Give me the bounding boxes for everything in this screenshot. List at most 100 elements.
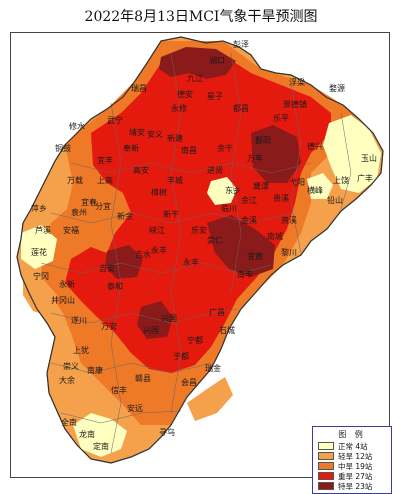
- zone-mild-west: [23, 277, 57, 317]
- place-label: 永新: [59, 279, 75, 289]
- zone-normal-southwest: [21, 225, 57, 269]
- place-label: 大余: [59, 375, 75, 385]
- legend-label: 重旱 27站: [338, 472, 373, 481]
- place-label: 宜丰: [97, 155, 113, 165]
- place-label: 永丰: [183, 257, 199, 267]
- place-label: 石城: [219, 326, 235, 335]
- legend-item-normal: 正常 4站: [318, 442, 390, 451]
- place-labels: 彭泽 湖口 九江 瑞昌 武宁 修水 永修 德安 星子 都昌 浮梁 景德镇 婺源 …: [31, 39, 377, 451]
- place-label: 宜黄: [247, 251, 263, 261]
- place-label: 金溪: [241, 215, 257, 225]
- place-label: 上饶: [333, 175, 349, 185]
- place-label: 全南: [61, 417, 77, 427]
- place-label: 万载: [67, 175, 83, 185]
- place-label: 德兴: [307, 141, 323, 151]
- place-label: 樟树: [151, 187, 167, 197]
- zone-normal-center: [207, 177, 237, 205]
- place-label: 高安: [133, 165, 149, 175]
- place-label: 信丰: [111, 385, 127, 395]
- legend-label: 轻旱 12站: [338, 452, 373, 461]
- place-label: 赣县: [135, 373, 151, 383]
- zone-extreme-south: [137, 301, 173, 339]
- place-label: 黎川: [281, 247, 297, 257]
- place-label: 上高: [97, 175, 113, 185]
- legend-title: 图 例: [338, 430, 366, 439]
- place-label: 南昌: [181, 145, 197, 155]
- place-label: 井冈山: [51, 295, 75, 305]
- drought-map: 彭泽 湖口 九江 瑞昌 武宁 修水 永修 德安 星子 都昌 浮梁 景德镇 婺源 …: [16, 36, 384, 464]
- legend-item-extreme: 特旱 23站: [318, 482, 390, 491]
- map-legend: 图 例 正常 4站 轻旱 12站 中旱 19站 重旱 27站 特旱 23站: [312, 426, 392, 494]
- place-label: 南城: [267, 231, 283, 241]
- place-label: 新建: [167, 133, 183, 143]
- map-frame: 彭泽 湖口 九江 瑞昌 武宁 修水 永修 德安 星子 都昌 浮梁 景德镇 婺源 …: [10, 32, 392, 494]
- place-label: 修水: [69, 121, 85, 131]
- place-label: 鄱阳: [255, 136, 271, 145]
- place-label: 永修: [171, 103, 187, 113]
- place-label: 广昌: [209, 307, 225, 317]
- legend-item-moderate: 中旱 19站: [318, 462, 390, 471]
- place-label: 余干: [217, 143, 233, 153]
- place-label: 宁冈: [33, 271, 49, 281]
- legend-label: 中旱 19站: [338, 462, 373, 471]
- place-label: 乐平: [273, 113, 289, 123]
- place-label: 鹰潭: [253, 181, 269, 191]
- zone-normal-northeast: [323, 115, 381, 193]
- legend-item-light: 轻旱 12站: [318, 452, 390, 461]
- place-label: 浮梁: [289, 77, 305, 87]
- place-label: 南丰: [237, 269, 253, 279]
- place-label: 都昌: [233, 104, 249, 113]
- place-label: 景德镇: [283, 99, 307, 109]
- place-label: 星子: [207, 92, 223, 101]
- place-label: 瑞昌: [131, 83, 147, 93]
- place-label: 安义: [147, 129, 163, 139]
- zone-mild-southeast: [187, 377, 233, 421]
- place-label: 横峰: [307, 185, 323, 195]
- place-label: 新余: [117, 211, 133, 221]
- zone-extreme-north: [159, 47, 236, 79]
- place-label: 铅山: [327, 195, 343, 205]
- place-label: 铜鼓: [55, 143, 71, 153]
- place-label: 峡江: [149, 225, 165, 235]
- legend-label: 特旱 23站: [338, 482, 373, 491]
- zone-extreme-west: [105, 245, 143, 279]
- legend-label: 正常 4站: [338, 442, 368, 451]
- place-label: 玉山: [361, 153, 377, 163]
- place-label: 湖口: [209, 56, 225, 65]
- zone-normal-south: [73, 413, 127, 457]
- place-label: 崇义: [63, 362, 79, 371]
- place-label: 婺源: [329, 83, 345, 93]
- place-label: 上犹: [73, 345, 89, 355]
- legend-swatch: [318, 442, 334, 450]
- place-label: 兴国: [161, 314, 177, 323]
- place-label: 吉水: [135, 249, 151, 259]
- place-label: 于都: [173, 352, 189, 361]
- legend-swatch: [318, 472, 334, 480]
- place-label: 武宁: [107, 115, 123, 125]
- place-label: 广丰: [357, 173, 373, 183]
- place-label: 兴国: [143, 326, 159, 335]
- place-label: 进贤: [207, 166, 223, 175]
- place-label: 余江: [241, 195, 257, 205]
- place-label: 遂川: [71, 315, 87, 325]
- place-label: 龙南: [79, 429, 95, 439]
- legend-swatch: [318, 482, 334, 490]
- place-label: 袁州: [71, 207, 87, 217]
- place-label: 安福: [63, 225, 79, 235]
- county-boundaries: [40, 52, 352, 454]
- place-label: 崇仁: [207, 235, 223, 245]
- place-label: 丰城: [167, 175, 183, 185]
- place-label: 九江: [187, 74, 203, 83]
- map-title: 2022年8月13日MCI气象干旱预测图: [84, 9, 318, 25]
- place-label: 分宜: [95, 201, 111, 211]
- place-label: 会昌: [181, 377, 197, 387]
- place-label: 定南: [93, 441, 109, 451]
- place-label: 寻乌: [159, 427, 175, 437]
- place-label: 宁都: [187, 335, 203, 345]
- legend-swatch: [318, 462, 334, 470]
- place-label: 东乡: [225, 185, 241, 195]
- place-label: 永丰: [151, 245, 167, 255]
- place-label: 瑞金: [205, 363, 221, 373]
- place-label: 吉安: [99, 263, 115, 273]
- place-label: 万安: [101, 321, 117, 331]
